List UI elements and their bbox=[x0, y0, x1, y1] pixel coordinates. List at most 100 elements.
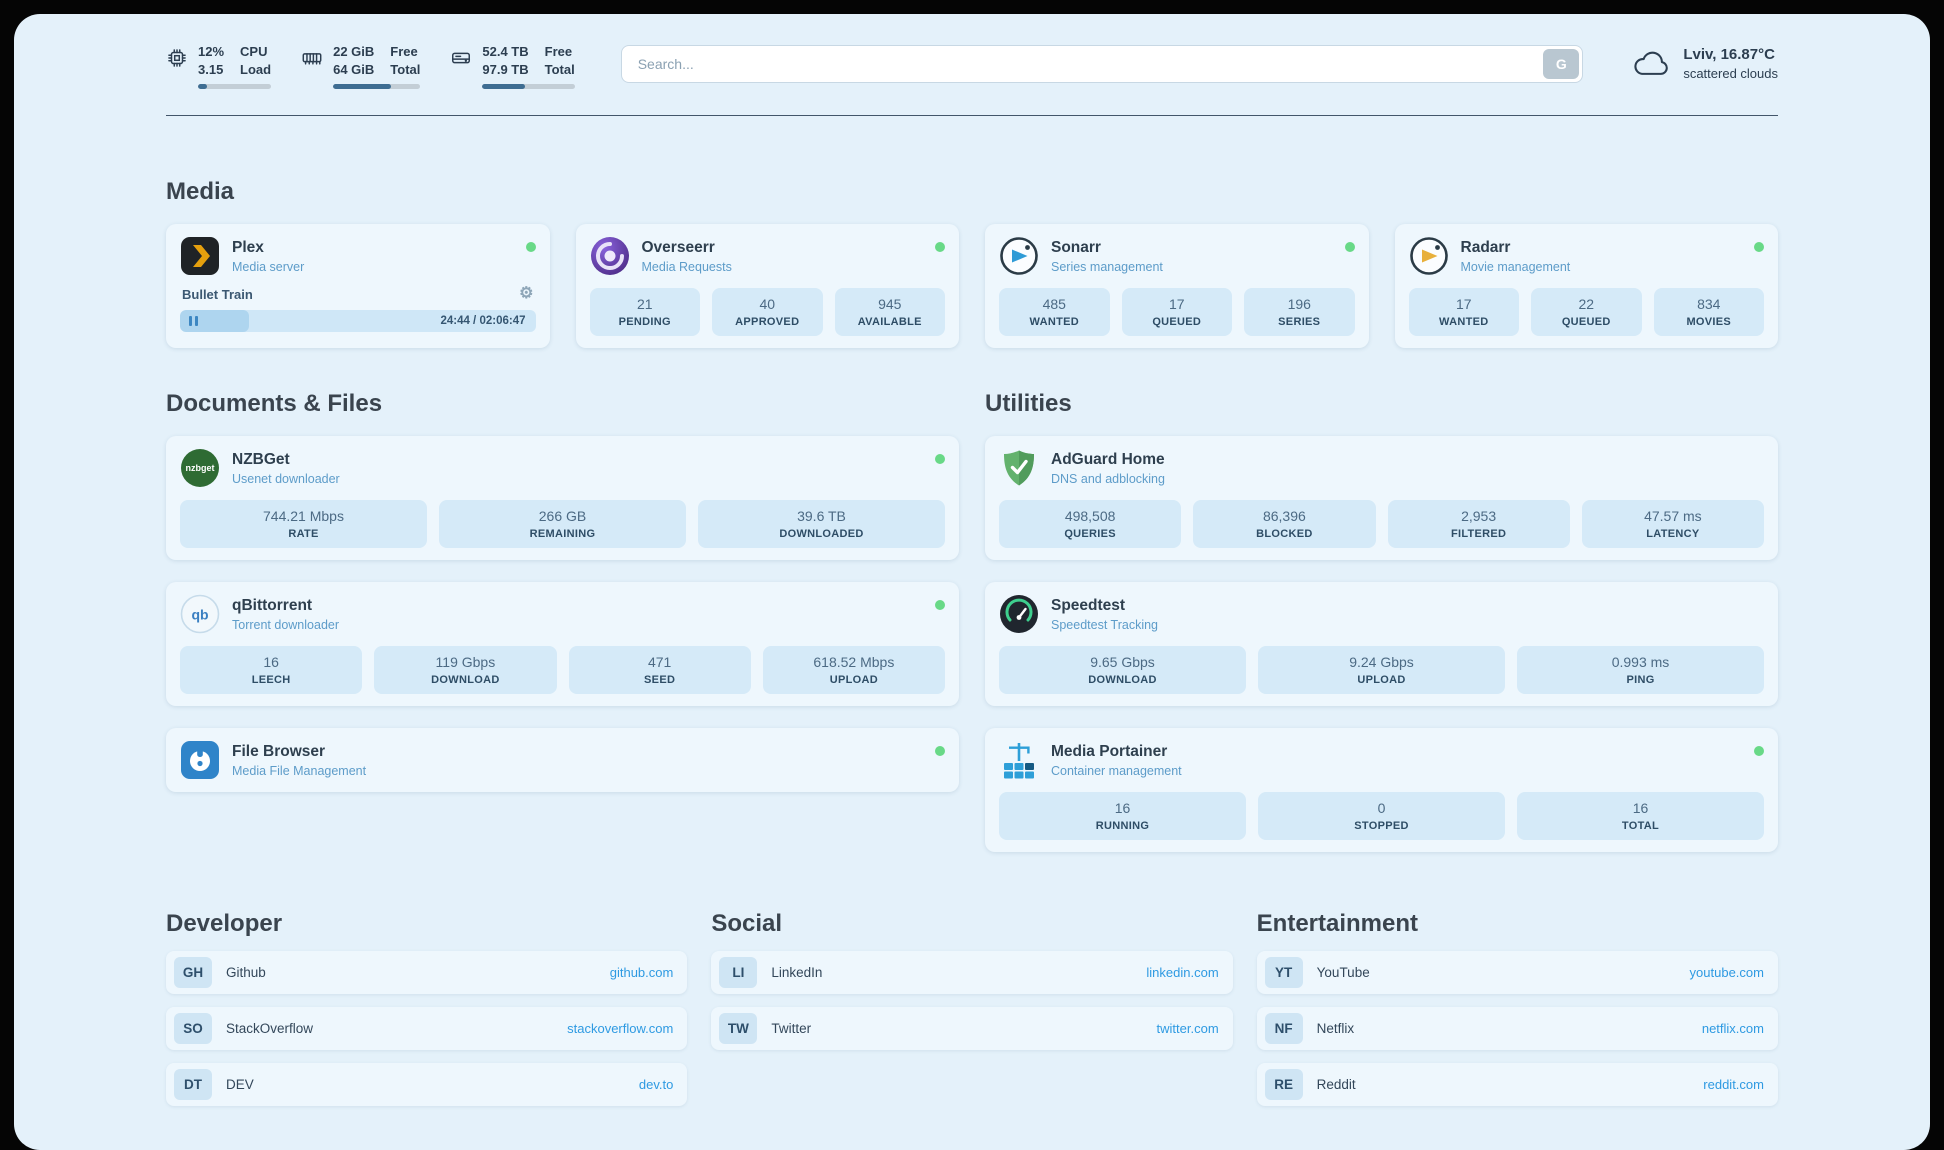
stat-tile: 86,396 BLOCKED bbox=[1193, 500, 1376, 548]
bookmark-reddit[interactable]: RE Reddit reddit.com bbox=[1256, 1063, 1778, 1106]
bookmark-netflix[interactable]: NF Netflix netflix.com bbox=[1256, 1007, 1778, 1050]
stat-tile: 39.6 TB DOWNLOADED bbox=[698, 500, 945, 548]
cpu-load-value: 3.15 bbox=[198, 62, 224, 77]
stat-label: RUNNING bbox=[1095, 820, 1150, 832]
disk-total-label: Total bbox=[544, 62, 575, 77]
app-card-plex[interactable]: Plex Media server Bullet Train ⚙ bbox=[166, 224, 550, 348]
bookmark-abbr: GH bbox=[174, 957, 212, 988]
stat-tile: 834 MOVIES bbox=[1653, 288, 1764, 336]
app-name: Radarr bbox=[1460, 238, 1511, 256]
stat-tile: 40 APPROVED bbox=[712, 288, 823, 336]
section-title-entertainment: Entertainment bbox=[1256, 910, 1419, 937]
stat-tile: 2,953 FILTERED bbox=[1387, 500, 1570, 548]
stat-value: 498,508 bbox=[1064, 508, 1116, 524]
section-title-social: Social bbox=[711, 910, 783, 937]
bookmark-linkedin[interactable]: LI LinkedIn linkedin.com bbox=[711, 951, 1233, 994]
app-card-sonarr[interactable]: Sonarr Series management 485 WANTED 17 Q… bbox=[985, 224, 1369, 348]
bookmark-url[interactable]: stackoverflow.com bbox=[567, 1021, 674, 1036]
stat-value: 47.57 ms bbox=[1644, 508, 1702, 524]
stat-label: RATE bbox=[288, 528, 319, 540]
bookmark-name: LinkedIn bbox=[771, 965, 823, 980]
cloud-icon bbox=[1629, 49, 1671, 79]
app-card-adguard[interactable]: AdGuard Home DNS and adblocking 498,508 … bbox=[985, 436, 1778, 560]
bookmark-name: Twitter bbox=[771, 1021, 812, 1036]
app-subtitle: Usenet downloader bbox=[232, 471, 340, 486]
stat-value: 40 bbox=[759, 296, 776, 312]
stat-value: 834 bbox=[1697, 296, 1721, 312]
stat-value: 22 bbox=[1578, 296, 1595, 312]
stat-label: LATENCY bbox=[1646, 528, 1700, 540]
dashboard-page: 12% 3.15 CPU Load bbox=[14, 14, 1930, 1150]
app-card-qbittorrent[interactable]: qb qBittorrent Torrent downloader 16 LEE… bbox=[166, 582, 959, 706]
stat-value: 16 bbox=[1114, 800, 1131, 816]
stat-tile: 945 AVAILABLE bbox=[834, 288, 945, 336]
ram-icon bbox=[301, 44, 323, 69]
bookmark-url[interactable]: linkedin.com bbox=[1146, 965, 1219, 980]
app-subtitle: Torrent downloader bbox=[232, 617, 340, 632]
media-section: Media Plex Media server bbox=[166, 178, 1778, 348]
stat-label: WANTED bbox=[1439, 316, 1489, 328]
ram-usage-bar bbox=[333, 84, 421, 89]
stat-tile: 0 STOPPED bbox=[1258, 792, 1505, 840]
bookmark-url[interactable]: dev.to bbox=[638, 1077, 674, 1092]
pause-icon[interactable] bbox=[189, 316, 198, 326]
status-dot-online bbox=[1754, 746, 1764, 756]
search-go-button[interactable]: G bbox=[1543, 49, 1580, 79]
stat-value: 0 bbox=[1377, 800, 1386, 816]
bookmark-name: DEV bbox=[226, 1077, 254, 1092]
stat-label: QUEUED bbox=[1152, 316, 1202, 328]
stat-label: UPLOAD bbox=[829, 674, 878, 686]
stat-tile: 9.24 Gbps UPLOAD bbox=[1258, 646, 1505, 694]
stat-value: 16 bbox=[1632, 800, 1649, 816]
stat-value: 17 bbox=[1455, 296, 1472, 312]
bookmark-twitter[interactable]: TW Twitter twitter.com bbox=[711, 1007, 1233, 1050]
app-card-nzbget[interactable]: nzbget NZBGet Usenet downloader 744.21 M… bbox=[166, 436, 959, 560]
documents-column: Documents & Files nzbget NZBGet Usenet d bbox=[166, 390, 959, 792]
radarr-icon bbox=[1409, 236, 1449, 276]
app-card-speedtest[interactable]: Speedtest Speedtest Tracking 9.65 Gbps D… bbox=[985, 582, 1778, 706]
stat-tile: 119 Gbps DOWNLOAD bbox=[374, 646, 557, 694]
app-card-overseerr[interactable]: Overseerr Media Requests 21 PENDING 40 A… bbox=[575, 224, 959, 348]
search-input[interactable] bbox=[620, 45, 1584, 83]
cpu-icon bbox=[166, 44, 188, 69]
app-name: AdGuard Home bbox=[1051, 450, 1165, 468]
disk-monitor: 52.4 TB 97.9 TB Free Total bbox=[450, 44, 575, 89]
app-card-radarr[interactable]: Radarr Movie management 17 WANTED 22 QUE… bbox=[1394, 224, 1778, 348]
bookmark-stackoverflow[interactable]: SO StackOverflow stackoverflow.com bbox=[166, 1007, 688, 1050]
status-dot-online bbox=[935, 600, 945, 610]
status-dot-online bbox=[935, 242, 945, 252]
bookmark-url[interactable]: twitter.com bbox=[1156, 1021, 1219, 1036]
bookmark-name: Github bbox=[226, 965, 266, 980]
filebrowser-icon bbox=[180, 740, 220, 780]
stat-label: REMAINING bbox=[529, 528, 596, 540]
app-card-portainer[interactable]: Media Portainer Container management 16 … bbox=[985, 728, 1778, 852]
stat-tile: 618.52 Mbps UPLOAD bbox=[762, 646, 945, 694]
bookmark-url[interactable]: netflix.com bbox=[1701, 1021, 1764, 1036]
bookmark-github[interactable]: GH Github github.com bbox=[166, 951, 688, 994]
section-title-media: Media bbox=[166, 178, 235, 205]
bookmark-url[interactable]: github.com bbox=[609, 965, 674, 980]
stat-label: BLOCKED bbox=[1256, 528, 1313, 540]
stat-tile: 9.65 Gbps DOWNLOAD bbox=[999, 646, 1246, 694]
bookmark-abbr: NF bbox=[1264, 1013, 1303, 1044]
stat-value: 86,396 bbox=[1262, 508, 1306, 524]
stat-tile: 16 TOTAL bbox=[1517, 792, 1764, 840]
bookmark-youtube[interactable]: YT YouTube youtube.com bbox=[1256, 951, 1778, 994]
stat-value: 39.6 TB bbox=[797, 508, 846, 524]
system-monitors: 12% 3.15 CPU Load bbox=[166, 44, 575, 89]
stat-label: SEED bbox=[644, 674, 676, 686]
ram-total-value: 64 GiB bbox=[333, 62, 375, 77]
disk-free-value: 52.4 TB bbox=[482, 44, 529, 59]
stat-tile: 0.993 ms PING bbox=[1517, 646, 1764, 694]
bookmark-url[interactable]: reddit.com bbox=[1703, 1077, 1764, 1092]
playback-elapsed bbox=[180, 310, 250, 332]
section-title-developer: Developer bbox=[166, 910, 283, 937]
status-dot-online bbox=[1344, 242, 1355, 252]
playback-progress-bar[interactable]: 24:44 / 02:06:47 bbox=[180, 310, 536, 332]
app-name: Media Portainer bbox=[1051, 742, 1168, 760]
bookmark-dev[interactable]: DT DEV dev.to bbox=[166, 1063, 688, 1106]
app-card-filebrowser[interactable]: File Browser Media File Management bbox=[166, 728, 959, 792]
weather-widget: Lviv, 16.87°C scattered clouds bbox=[1629, 46, 1778, 81]
bookmark-url[interactable]: youtube.com bbox=[1689, 965, 1764, 980]
settings-gear-icon[interactable]: ⚙ bbox=[519, 285, 534, 302]
